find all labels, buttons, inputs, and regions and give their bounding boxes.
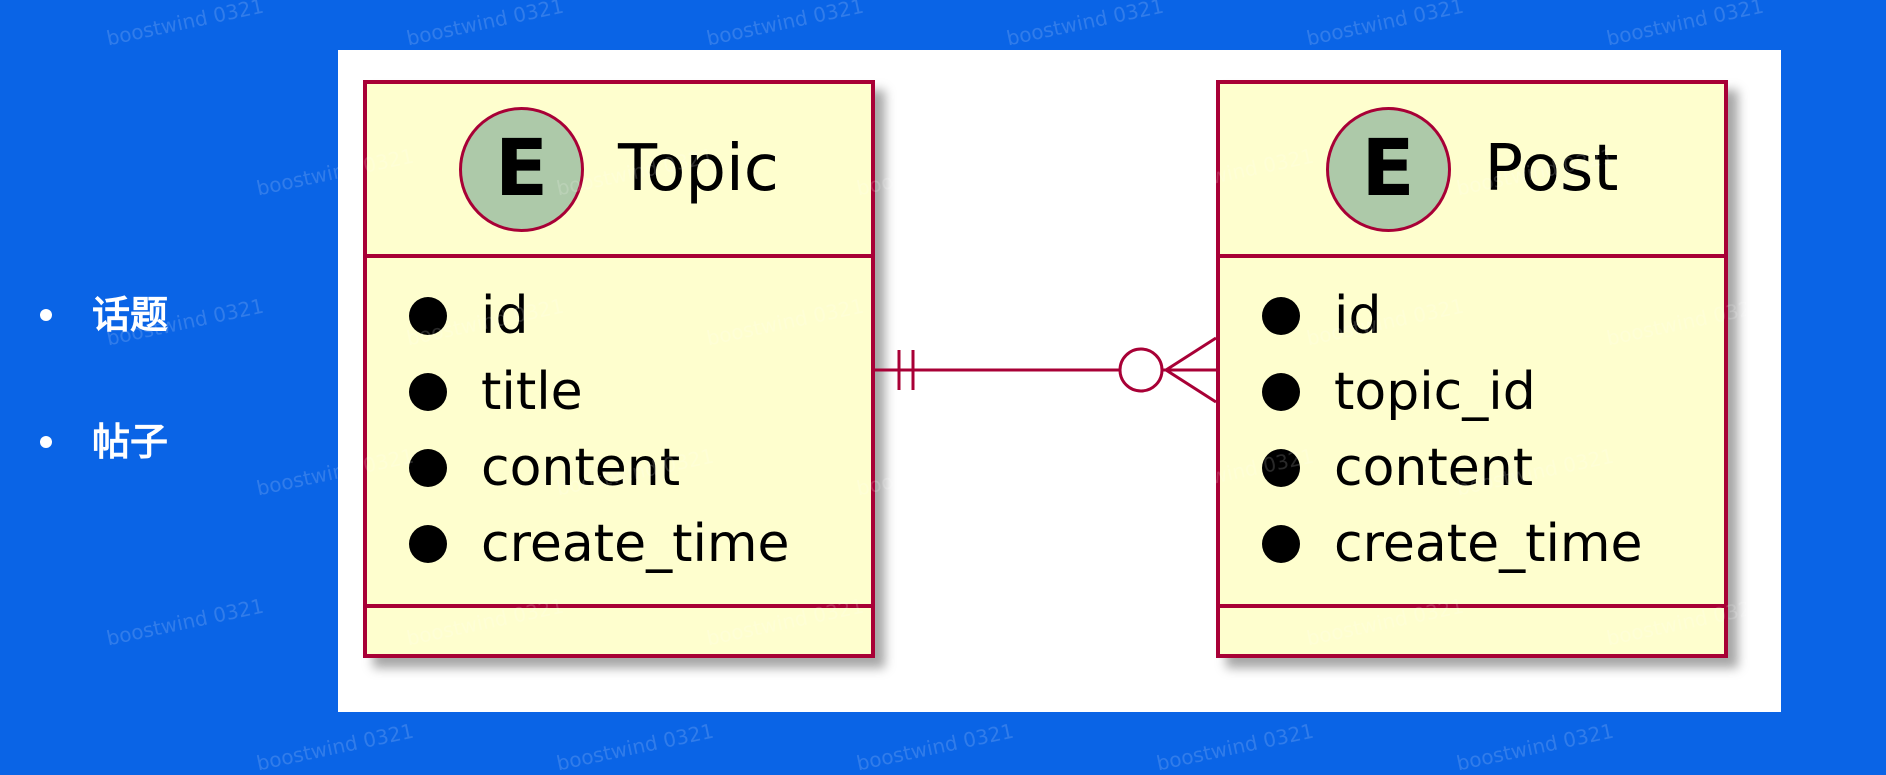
bullet-item-topic: 话题: [38, 290, 168, 340]
attribute-bullet-icon: [409, 449, 447, 487]
attribute-label: topic_id: [1334, 362, 1536, 422]
watermark-text: boostwind 0321: [1604, 0, 1766, 51]
attribute-label: create_time: [481, 514, 790, 574]
watermark-text: boostwind 0321: [704, 0, 866, 51]
zero-circle-icon: [1118, 347, 1164, 393]
attribute-row: topic_id: [1262, 354, 1724, 430]
bullet-label: 帖子: [92, 420, 169, 464]
attribute-label: id: [1334, 286, 1382, 346]
attribute-row: id: [1262, 278, 1724, 354]
attribute-row: id: [409, 278, 871, 354]
watermark-text: boostwind 0321: [1154, 718, 1316, 775]
crow-foot-icon: [1165, 336, 1217, 372]
attribute-bullet-icon: [409, 297, 447, 335]
attribute-row: title: [409, 354, 871, 430]
entity-badge-icon: E: [459, 106, 585, 232]
attribute-bullet-icon: [1262, 449, 1300, 487]
entity-title: Post: [1484, 132, 1619, 206]
watermark-text: boostwind 0321: [554, 718, 716, 775]
watermark-text: boostwind 0321: [104, 593, 266, 651]
attribute-row: create_time: [1262, 506, 1724, 582]
attribute-label: content: [481, 438, 681, 498]
watermark-text: boostwind 0321: [1004, 0, 1166, 51]
entity-topic: E Topic id title content create_time: [363, 80, 875, 658]
bullet-list: 话题 帖子: [38, 290, 168, 544]
attribute-bullet-icon: [409, 525, 447, 563]
attribute-bullet-icon: [1262, 297, 1300, 335]
entity-badge-icon: E: [1325, 106, 1451, 232]
attribute-list: id title content create_time: [367, 258, 871, 608]
entity-post: E Post id topic_id content create_time: [1216, 80, 1728, 658]
watermark-text: boostwind 0321: [854, 718, 1016, 775]
bullet-item-post: 帖子: [38, 417, 168, 467]
attribute-row: content: [409, 430, 871, 506]
attribute-list: id topic_id content create_time: [1220, 258, 1724, 608]
attribute-bullet-icon: [1262, 525, 1300, 563]
watermark-text: boostwind 0321: [104, 0, 266, 51]
attribute-row: create_time: [409, 506, 871, 582]
attribute-label: content: [1334, 438, 1534, 498]
entity-header: E Post: [1220, 84, 1724, 258]
crow-foot-icon: [1165, 368, 1217, 404]
bullet-dot-icon: [40, 309, 52, 321]
watermark-text: boostwind 0321: [1304, 0, 1466, 51]
er-diagram-canvas: E Topic id title content create_time E P…: [338, 50, 1781, 712]
attribute-bullet-icon: [409, 373, 447, 411]
attribute-label: id: [481, 286, 529, 346]
attribute-row: content: [1262, 430, 1724, 506]
watermark-text: boostwind 0321: [254, 718, 416, 775]
watermark-text: boostwind 0321: [404, 0, 566, 51]
attribute-label: create_time: [1334, 514, 1643, 574]
bullet-label: 话题: [92, 293, 169, 337]
watermark-text: boostwind 0321: [1454, 718, 1616, 775]
attribute-label: title: [481, 362, 583, 422]
bullet-dot-icon: [40, 436, 52, 448]
entity-title: Topic: [618, 132, 779, 206]
attribute-bullet-icon: [1262, 373, 1300, 411]
entity-header: E Topic: [367, 84, 871, 258]
